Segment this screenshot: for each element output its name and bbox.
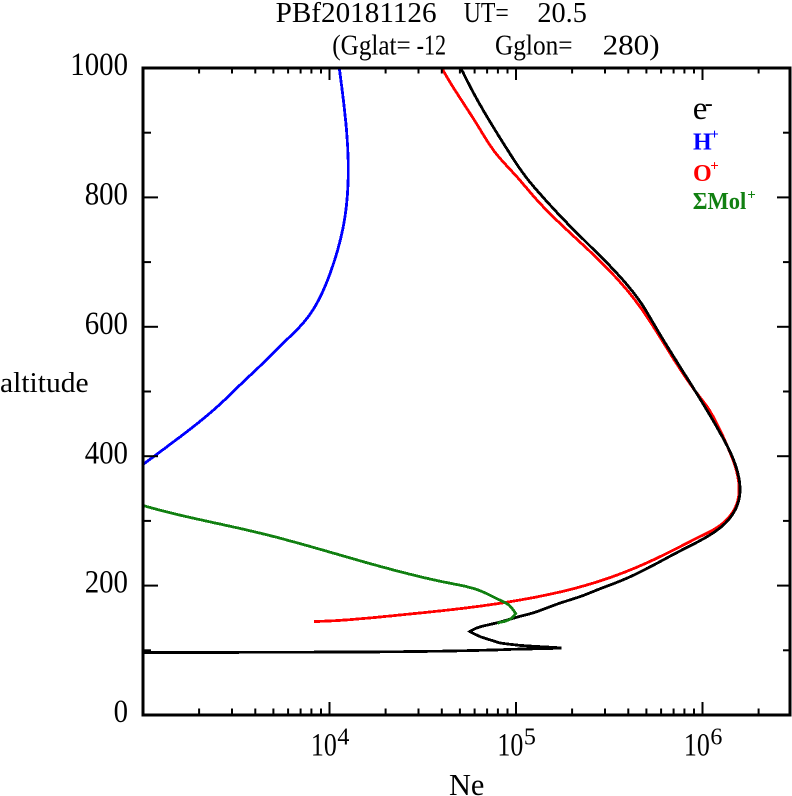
svg-text:O: O	[693, 161, 712, 187]
svg-text:1000: 1000	[70, 47, 128, 83]
svg-text:Gglon=: Gglon=	[495, 29, 573, 61]
svg-text:PBf20181126: PBf20181126	[276, 0, 437, 29]
svg-text:+: +	[747, 187, 756, 203]
svg-text:400: 400	[85, 435, 128, 471]
svg-text:20.5: 20.5	[537, 0, 587, 29]
svg-text:200: 200	[85, 565, 128, 601]
svg-text:e: e	[693, 91, 708, 127]
svg-text:altitude: altitude	[0, 367, 89, 399]
svg-text:10: 10	[497, 728, 523, 764]
svg-text:800: 800	[85, 177, 128, 213]
svg-text:4: 4	[337, 724, 349, 750]
svg-text:0: 0	[114, 694, 128, 730]
svg-text:UT=: UT=	[464, 0, 509, 29]
svg-text:+: +	[710, 158, 719, 174]
svg-text:H: H	[693, 129, 712, 155]
svg-text:+: +	[710, 127, 719, 143]
svg-text:280): 280)	[603, 29, 660, 61]
svg-text:5: 5	[524, 724, 536, 750]
svg-text:10: 10	[311, 728, 337, 764]
svg-text:ΣMol: ΣMol	[693, 189, 747, 215]
svg-text:-: -	[705, 91, 713, 117]
svg-text:(Gglat=: (Gglat=	[332, 29, 410, 61]
svg-text:600: 600	[85, 306, 128, 342]
svg-text:10: 10	[684, 728, 710, 764]
svg-text:6: 6	[710, 724, 722, 750]
svg-text:Ne: Ne	[449, 767, 484, 796]
svg-text:-12: -12	[417, 29, 447, 61]
